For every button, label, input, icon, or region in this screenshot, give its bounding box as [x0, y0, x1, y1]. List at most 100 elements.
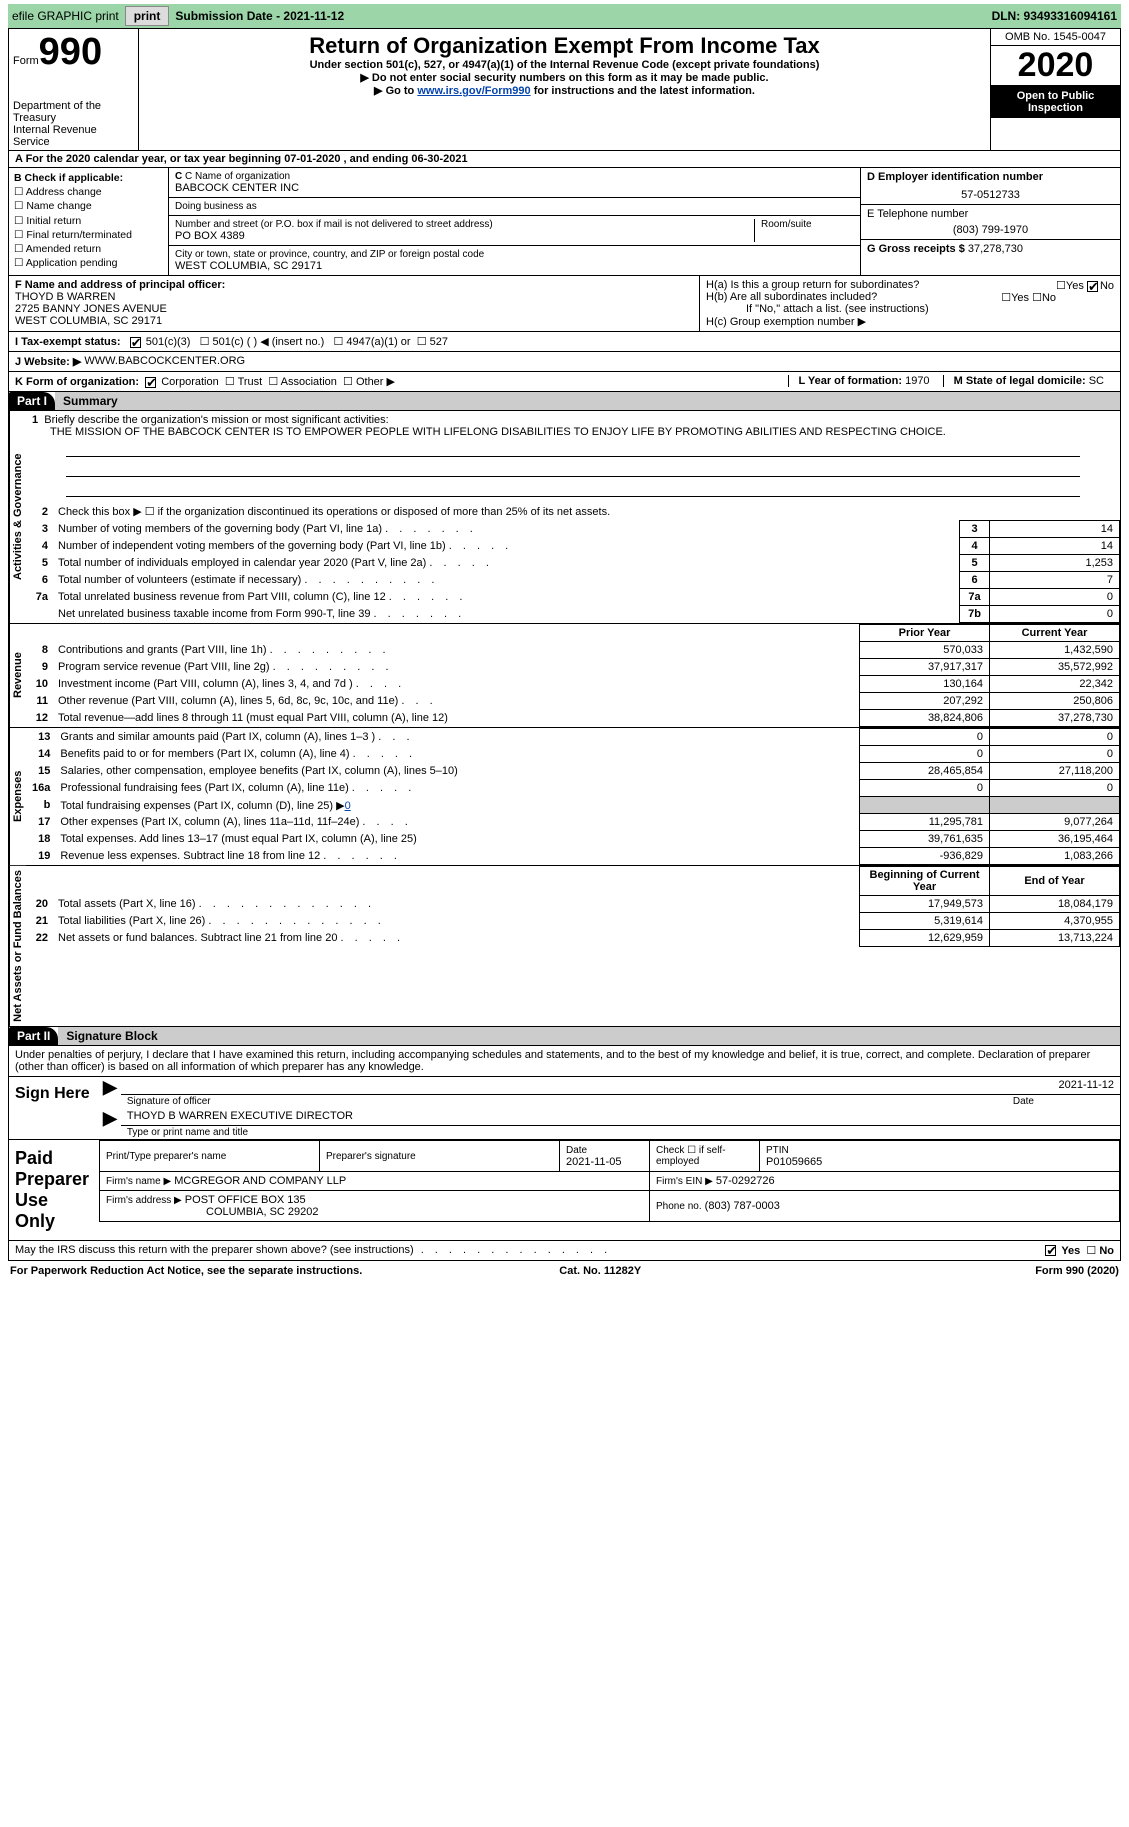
firm-ein: 57-0292726 [716, 1175, 775, 1187]
l9-curr: 35,572,992 [990, 659, 1120, 676]
open-inspection: Open to Public Inspection [991, 86, 1120, 118]
l13-label: Grants and similar amounts paid (Part IX… [54, 729, 859, 746]
cb-501c3[interactable] [130, 337, 141, 348]
ha-label: H(a) Is this a group return for subordin… [706, 279, 919, 291]
cb-initial-return[interactable]: ☐ Initial return [14, 214, 163, 228]
l11-curr: 250,806 [990, 693, 1120, 710]
dln: DLN: 93493316094161 [992, 9, 1117, 23]
l14-label: Benefits paid to or for members (Part IX… [54, 746, 859, 763]
l16b-prior-grey [860, 797, 990, 814]
firm-ein-label: Firm's EIN ▶ [656, 1176, 713, 1187]
cb-corporation[interactable] [145, 377, 156, 388]
l15-curr: 27,118,200 [990, 763, 1120, 780]
city-value: WEST COLUMBIA, SC 29171 [175, 260, 854, 272]
opt-trust[interactable]: Trust [238, 376, 263, 388]
mission-line-3 [66, 483, 1080, 497]
signature-block: Under penalties of perjury, I declare th… [8, 1046, 1121, 1261]
l9-prior: 37,917,317 [860, 659, 990, 676]
form-header: Form990 Department of the Treasury Inter… [8, 28, 1121, 151]
l16a-prior: 0 [860, 780, 990, 797]
firm-name-label: Firm's name ▶ [106, 1176, 171, 1187]
footer-cat: Cat. No. 11282Y [559, 1265, 641, 1277]
l4-value: 14 [990, 538, 1120, 555]
ha-yes[interactable]: Yes [1066, 280, 1084, 292]
opt-corp: Corporation [161, 376, 218, 388]
efile-label: efile GRAPHIC print [12, 9, 119, 23]
box-f: F Name and address of principal officer:… [9, 276, 700, 331]
ptin-label: PTIN [766, 1145, 789, 1156]
pt-self-employed[interactable]: Check ☐ if self-employed [650, 1140, 760, 1171]
l8-prior: 570,033 [860, 642, 990, 659]
l18-label: Total expenses. Add lines 13–17 (must eq… [54, 831, 859, 848]
phone-value: (803) 799-1970 [867, 224, 1114, 236]
room-label: Room/suite [761, 219, 854, 230]
year-formation: 1970 [905, 375, 929, 387]
hb-yes[interactable]: Yes [1011, 292, 1029, 304]
print-button[interactable]: print [125, 6, 170, 26]
th-prior-year: Prior Year [860, 625, 990, 642]
cb-name-change[interactable]: ☐ Name change [14, 199, 163, 213]
netassets-table: Beginning of Current YearEnd of Year 20T… [26, 866, 1120, 947]
pt-date-label: Date [566, 1145, 587, 1156]
footer-right: Form 990 (2020) [1035, 1265, 1119, 1277]
form-subtitle-1: Under section 501(c), 527, or 4947(a)(1)… [143, 59, 986, 71]
l22-prior: 12,629,959 [860, 930, 990, 947]
tab-netassets: Net Assets or Fund Balances [9, 866, 26, 1026]
l17-label: Other expenses (Part IX, column (A), lin… [54, 814, 859, 831]
gross-value: 37,278,730 [968, 243, 1023, 255]
opt-501c[interactable]: 501(c) ( ) ◀ (insert no.) [213, 336, 325, 348]
l6-label: Total number of volunteers (estimate if … [52, 572, 960, 589]
ha-no-check[interactable] [1087, 281, 1098, 292]
form990-link[interactable]: www.irs.gov/Form990 [417, 85, 530, 97]
cb-amended-return[interactable]: ☐ Amended return [14, 242, 163, 256]
sig-date: 2021-11-12 [1059, 1079, 1114, 1092]
l12-curr: 37,278,730 [990, 710, 1120, 727]
entity-block: B Check if applicable: ☐ Address change … [8, 168, 1121, 276]
l16b-link[interactable]: 0 [345, 800, 351, 812]
officer-name: THOYD B WARREN [15, 291, 115, 303]
submission-date: Submission Date - 2021-11-12 [175, 9, 344, 23]
l14-curr: 0 [990, 746, 1120, 763]
phone-label: E Telephone number [867, 208, 1114, 220]
expenses-table: 13Grants and similar amounts paid (Part … [26, 728, 1120, 865]
l13-prior: 0 [860, 729, 990, 746]
l14-prior: 0 [860, 746, 990, 763]
sig-officer-label: Signature of officer [127, 1096, 211, 1107]
prep-phone-label: Phone no. [656, 1201, 702, 1212]
m-label: M State of legal domicile: [954, 375, 1086, 387]
hb-no[interactable]: No [1042, 292, 1056, 304]
ptin-value: P01059665 [766, 1156, 822, 1168]
l15-label: Salaries, other compensation, employee b… [54, 763, 859, 780]
website-value: WWW.BABCOCKCENTER.ORG [84, 355, 245, 368]
discuss-no[interactable]: No [1099, 1245, 1114, 1257]
city-label: City or town, state or province, country… [175, 249, 854, 260]
part-i-header: Part I Summary [8, 392, 1121, 411]
cb-application-pending[interactable]: ☐ Application pending [14, 256, 163, 270]
omb-number: OMB No. 1545-0047 [991, 29, 1120, 46]
f-label: F Name and address of principal officer: [15, 279, 225, 291]
th-beginning: Beginning of Current Year [860, 867, 990, 896]
opt-other[interactable]: Other ▶ [356, 376, 395, 388]
box-b-title: B Check if applicable: [14, 172, 123, 184]
part-ii-label: Part II [9, 1027, 58, 1045]
box-c: C C Name of organization BABCOCK CENTER … [169, 168, 860, 275]
opt-4947[interactable]: 4947(a)(1) or [346, 336, 410, 348]
l3-label: Number of voting members of the governin… [52, 521, 960, 538]
cb-final-return[interactable]: ☐ Final return/terminated [14, 228, 163, 242]
l5-label: Total number of individuals employed in … [52, 555, 960, 572]
l18-curr: 36,195,464 [990, 831, 1120, 848]
footer: For Paperwork Reduction Act Notice, see … [8, 1261, 1121, 1281]
sub3-pre: ▶ Go to [374, 85, 417, 97]
opt-assoc[interactable]: Association [281, 376, 337, 388]
irs-label: Internal Revenue Service [13, 124, 134, 148]
mission-line-1 [66, 443, 1080, 457]
discuss-label: May the IRS discuss this return with the… [15, 1244, 414, 1257]
discuss-yes-check[interactable] [1045, 1245, 1056, 1256]
l22-curr: 13,713,224 [990, 930, 1120, 947]
governance-section: Activities & Governance 1 Briefly descri… [8, 411, 1121, 624]
row-j: J Website: ▶ WWW.BABCOCKCENTER.ORG [8, 352, 1121, 372]
opt-527[interactable]: 527 [430, 336, 448, 348]
cb-address-change[interactable]: ☐ Address change [14, 185, 163, 199]
discuss-yes: Yes [1061, 1245, 1080, 1257]
th-end: End of Year [990, 867, 1120, 896]
